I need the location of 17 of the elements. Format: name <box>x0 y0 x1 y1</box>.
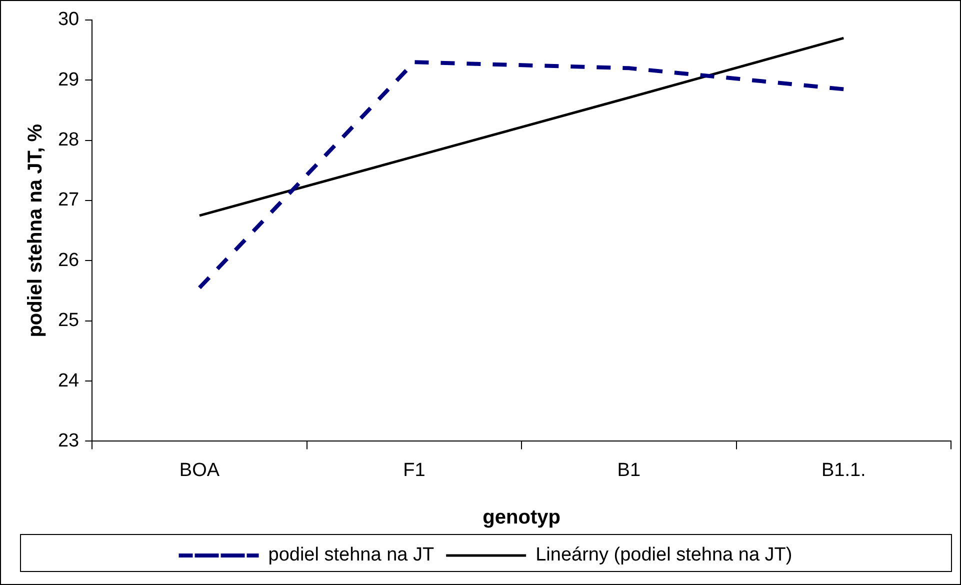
y-tick-label: 26 <box>58 250 80 271</box>
x-tick-label: B1.1. <box>821 460 866 481</box>
x-axis-title: genotyp <box>482 506 560 529</box>
legend-label: Lineárny (podiel stehna na JT) <box>536 544 792 566</box>
y-axis-title: podiel stehna na JT, % <box>24 124 47 338</box>
y-tick-label: 25 <box>58 310 80 332</box>
y-tick-label: 29 <box>58 69 80 90</box>
y-tick-label: 28 <box>58 130 80 151</box>
legend-label: podiel stehna na JT <box>268 544 434 566</box>
x-tick-label: B1 <box>617 460 641 481</box>
y-tick-label: 30 <box>58 9 80 30</box>
line-series <box>197 60 846 290</box>
y-tick-label: 27 <box>58 190 80 211</box>
y-tick-label: 23 <box>58 430 80 452</box>
x-tick-label: F1 <box>403 460 426 481</box>
y-tick-label: 24 <box>58 370 80 392</box>
x-tick-label: BOA <box>179 460 220 481</box>
